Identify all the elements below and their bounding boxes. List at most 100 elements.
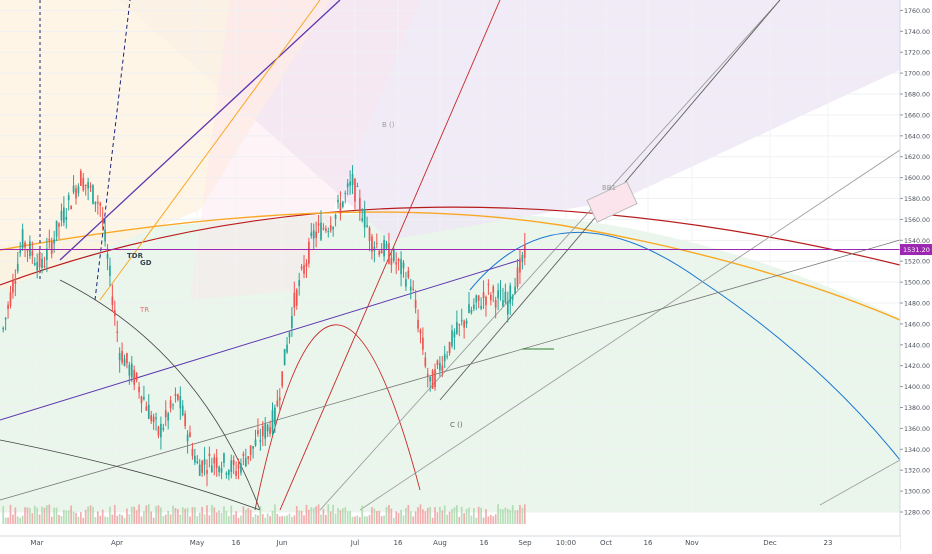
volume-bar [244,509,247,524]
volume-bar [135,510,138,524]
volume-bar [174,508,177,524]
volume-bar [385,506,388,524]
volume-bar [504,507,507,524]
volume-bar [215,512,218,524]
volume-bar [431,517,434,524]
volume-bar [487,516,490,524]
arc-black-2 [59,279,261,511]
volume-bar [295,506,298,524]
candle-body [174,394,177,397]
candle-body [426,373,429,376]
annotation-label: BB1 [602,184,616,192]
candle-body [502,300,504,307]
candle-body [162,427,165,430]
candle-body [33,263,36,266]
candle-body [169,400,172,409]
volume-bar [310,507,313,524]
y-tick-label: 1680.00 [904,92,930,99]
volume-bar [414,511,417,524]
y-tick-label: 1620.00 [904,154,930,161]
volume-bar [24,507,26,524]
candle-body [38,252,41,268]
volume-bar [300,510,303,524]
candle-body [24,242,26,248]
candle-body [317,223,320,226]
volume-bar [392,517,395,524]
candle-body [31,251,34,256]
volume-bar [43,507,46,524]
volume-bar [511,505,514,524]
volume-bar [89,505,92,524]
candle-body [300,266,303,269]
volume-bar [36,507,39,524]
candle-body [511,296,514,300]
candle-body [303,265,305,274]
candle-body [133,369,136,385]
volume-bar [351,516,354,524]
volume-bar [181,507,184,524]
volume-bar [409,511,412,524]
candle-body [264,424,267,439]
volume-bar [96,511,99,524]
volume-bar [368,515,371,524]
candle-body [89,185,92,188]
volume-bar [317,504,320,524]
x-tick-label: 16 [644,539,653,547]
candle-body [443,354,446,362]
volume-bar [155,506,157,524]
volume-bar [494,514,497,524]
volume-bar [87,506,89,524]
candle-body [354,179,356,202]
candle-body [286,344,288,353]
arc-red-small [254,324,421,511]
candle-body [109,265,111,276]
volume-bar [344,507,347,524]
candle-body [325,228,327,232]
candle-body [150,415,153,422]
volume-bar [254,514,257,524]
candle-body [269,427,271,434]
trend-purple [59,0,341,261]
candle-body [509,285,512,304]
x-tick-label: Jul [350,539,360,547]
volume-bar [143,511,145,524]
candle-body [497,290,499,299]
candle-body [283,349,286,366]
volume-bar [179,514,182,524]
volume-bar [266,513,269,524]
candle-body [167,413,170,421]
volume-bar [220,512,223,524]
arc-orange [0,211,901,321]
y-tick-label: 1320.00 [904,468,930,475]
volume-bar [516,510,519,524]
volume-bar [390,508,393,524]
volume-bar [448,511,451,524]
candle-body [291,315,293,329]
candle-body [65,216,68,220]
candle-body [232,459,235,465]
volume-bar [463,513,465,524]
candle-body [96,201,99,204]
candle-body [388,243,390,264]
volume-bar [298,510,301,524]
candle-body [344,193,347,195]
candle-body [67,195,70,201]
candle-body [448,342,451,354]
volume-bar [509,509,512,524]
candle-body [198,464,201,476]
candle-body [21,229,24,248]
candle-body [242,453,245,456]
volume-bar [443,505,446,524]
volume-bar [293,515,296,524]
bb1-box[interactable] [586,181,638,223]
volume-bar [14,507,17,524]
candle-body [327,230,330,232]
candle-body [19,250,22,254]
volume-bar [230,505,233,524]
candle-body [254,439,257,446]
volume-bar [21,515,24,524]
candle-body [26,250,29,252]
candle-body [334,214,337,219]
